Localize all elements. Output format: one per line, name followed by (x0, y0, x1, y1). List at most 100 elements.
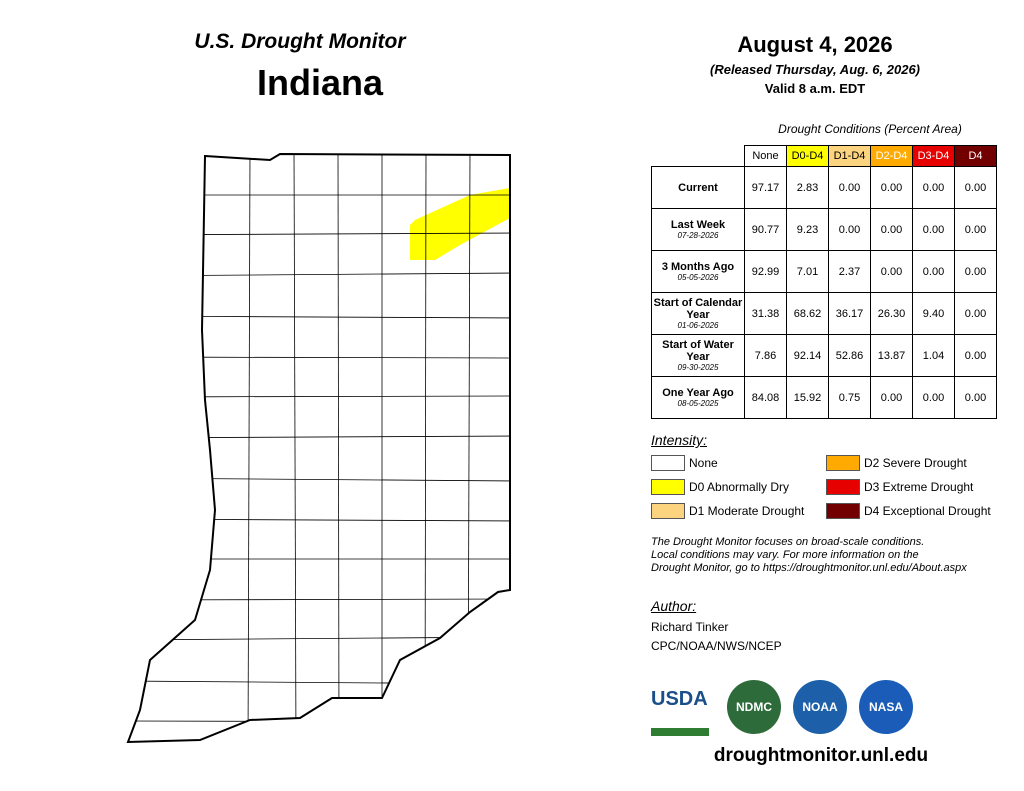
row-name: Current (678, 181, 718, 194)
cell: 84.08 (744, 376, 787, 419)
cell: 0.00 (912, 376, 955, 419)
column-header: D3-D4 (912, 145, 955, 167)
cell: 0.00 (870, 250, 913, 293)
table-row: 3 Months Ago 05-05-2026 92.99 7.01 2.37 0.00 0… (651, 250, 997, 293)
row-label: One Year Ago 08-05-2025 (651, 376, 745, 419)
cell: 0.00 (912, 166, 955, 209)
cell: 0.00 (912, 250, 955, 293)
table-row: One Year Ago 08-05-2025 84.08 15.92 0.75 0.00… (651, 376, 997, 419)
row-name: Last Week (670, 219, 726, 231)
legend-label: D0 Abnormally Dry (689, 480, 790, 494)
author-line: Richard Tinker (651, 620, 729, 634)
row-label: 3 Months Ago 05-05-2026 (651, 250, 745, 293)
cell: 0.00 (954, 292, 997, 335)
cell: 0.00 (954, 376, 997, 419)
cell: 9.40 (912, 292, 955, 335)
corner (652, 146, 745, 167)
conditions-table: None D0-D4 D1-D4 D2-D4 D3-D4 D4 Current 97.17 2.… (651, 145, 997, 419)
legend-label: D1 Moderate Drought (689, 504, 805, 518)
column-header: None (744, 145, 787, 167)
legend-swatch (826, 455, 860, 471)
row-name: 3 Months Ago (661, 261, 735, 273)
cell: 0.00 (870, 376, 913, 419)
cell: 0.00 (954, 166, 997, 209)
legend: None D0 Abnormally Dry D1 Moderate Drought… (651, 455, 1011, 525)
column-header: D4 (954, 145, 997, 167)
date: August 4, 2026 (737, 32, 893, 57)
cell: 0.00 (870, 208, 913, 251)
legend-swatch (651, 479, 685, 495)
cell: 2.37 (828, 250, 871, 293)
cell: 9.23 (786, 208, 829, 251)
cell: 36.17 (828, 292, 871, 335)
cell: 7.86 (744, 334, 787, 377)
cell: 0.00 (870, 166, 913, 209)
table-row: Last Week 07-28-2026 90.77 9.23 0.00 0.00 0.00… (651, 208, 997, 251)
header-row: None D0-D4 D1-D4 D2-D4 D3-D4 D4 (652, 145, 997, 167)
cell: 31.38 (744, 292, 787, 335)
logo: NASA (859, 680, 913, 734)
row-label: Start of Calendar Year 01-06-2026 (651, 292, 745, 335)
legend-label: None (689, 456, 718, 470)
cell: 0.00 (954, 250, 997, 293)
cell: 1.04 (912, 334, 955, 377)
state-title: Indiana (256, 62, 384, 103)
column-header: D2-D4 (870, 145, 913, 167)
cell: 0.00 (828, 208, 871, 251)
cell: 15.92 (786, 376, 829, 419)
table-row: Current 97.17 2.83 0.00 0.00 0.00 0.00 (651, 166, 997, 209)
cell: 0.75 (828, 376, 871, 419)
series-title: U.S. Drought Monitor (194, 30, 406, 53)
row-label: Last Week 07-28-2026 (651, 208, 745, 251)
cell: 26.30 (870, 292, 913, 335)
note-line: Local conditions may vary. For more info… (651, 549, 919, 561)
legend-label: D2 Severe Drought (864, 456, 967, 470)
logo: NOAA (793, 680, 847, 734)
date-block: August 4, 2026 (Released Thursday, Aug. … (650, 32, 980, 96)
legend-swatch (651, 503, 685, 519)
logos: USDA NDMC NOAA NASA (651, 680, 991, 736)
legend-title: Intensity: (651, 432, 708, 448)
cell: 68.62 (786, 292, 829, 335)
cell: 0.00 (912, 208, 955, 251)
legend-label: D3 Extreme Drought (864, 480, 974, 494)
note-line: The Drought Monitor focuses on broad-sca… (651, 536, 925, 548)
counties (128, 154, 510, 742)
note: The Drought Monitor focuses on broad-sca… (651, 536, 967, 575)
row-label: Start of Water Year 09-30-2025 (651, 334, 745, 377)
row-date: 05-05-2026 (677, 273, 719, 282)
row-date: 01-06-2026 (677, 321, 719, 330)
row-date: 08-05-2025 (677, 399, 719, 408)
cell: 92.99 (744, 250, 787, 293)
drought-area (410, 188, 510, 260)
legend-swatch (651, 455, 685, 471)
state-outline (126, 152, 511, 744)
map (126, 152, 511, 744)
url: droughtmonitor.unl.edu (713, 745, 929, 766)
table-caption: Drought Conditions (Percent Area) (778, 122, 962, 136)
cell: 52.86 (828, 334, 871, 377)
valid: Valid 8 a.m. EDT (764, 81, 866, 96)
author: Richard Tinker CPC/NOAA/NWS/NCEP (651, 618, 782, 656)
note-line: Drought Monitor, go to https://droughtmo… (651, 562, 967, 574)
row-label: Current (651, 166, 745, 209)
row-name: One Year Ago (662, 387, 734, 399)
row-name: Start of Calendar Year (653, 297, 743, 321)
released: (Released Thursday, Aug. 6, 2026) (710, 62, 920, 77)
legend-label: D4 Exceptional Drought (864, 504, 991, 518)
table-row: Start of Calendar Year 01-06-2026 31.38 68.… (651, 292, 997, 335)
cell: 0.00 (954, 208, 997, 251)
legend-swatch (826, 503, 860, 519)
logo: USDA (651, 688, 709, 736)
cell: 2.83 (786, 166, 829, 209)
row-date: 09-30-2025 (677, 363, 719, 372)
cell: 97.17 (744, 166, 787, 209)
logo: NDMC (727, 680, 781, 734)
column-header: D1-D4 (828, 145, 871, 167)
row-date: 07-28-2026 (677, 231, 719, 240)
row-name: Start of Water Year (662, 339, 734, 363)
author-title: Author: (651, 598, 697, 614)
column-header: D0-D4 (786, 145, 829, 167)
cell: 13.87 (870, 334, 913, 377)
